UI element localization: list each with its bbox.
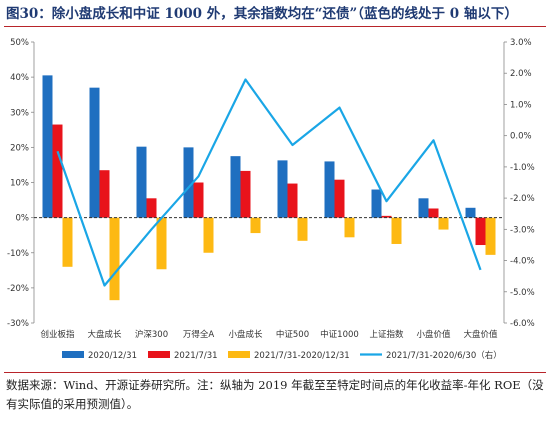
category-label: 万得全A	[183, 329, 215, 340]
legend-swatch-2	[148, 351, 170, 358]
left-tick-label: 50%	[10, 38, 29, 48]
bar-3-9	[438, 217, 449, 230]
right-tick-label: -6.0%	[510, 319, 535, 329]
category-label: 小盘成长	[228, 329, 263, 340]
bar-2-7	[334, 179, 345, 218]
bar-1-7	[324, 161, 335, 218]
bar-2-2	[99, 170, 110, 218]
category-label: 中证1000	[320, 329, 359, 340]
legend-label-2: 2021/7/31	[174, 351, 218, 361]
legend-label-3: 2021/7/31-2020/12/31	[254, 351, 350, 361]
left-tick-label: 30%	[10, 108, 29, 118]
right-tick-label: 3.0%	[510, 38, 532, 48]
left-tick-label: -20%	[7, 284, 29, 294]
category-label: 大盘成长	[87, 329, 122, 340]
legend-swatch-3	[228, 351, 250, 358]
bar-2-8	[381, 215, 392, 218]
bar-3-3	[156, 217, 167, 270]
bar-3-2	[109, 217, 120, 301]
bar-3-5	[250, 217, 261, 234]
right-tick-label: 0.0%	[510, 132, 532, 142]
bar-2-5	[240, 170, 251, 218]
right-tick-label: -2.0%	[510, 194, 535, 204]
category-label: 创业板指	[40, 329, 75, 340]
chart: -30% -20% -10% 0% 10% 20% 30% 40% 50% -6.0% -5.0% -…	[7, 38, 535, 361]
bar-1-2	[89, 87, 100, 218]
category-label: 上证指数	[369, 329, 404, 340]
right-tick-label: 1.0%	[510, 100, 532, 110]
right-tick-label: -5.0%	[510, 288, 535, 298]
left-tick-label: 0%	[16, 214, 30, 224]
right-tick-label: -3.0%	[510, 225, 535, 235]
left-tick-label: -10%	[7, 249, 29, 259]
right-tick-label: -1.0%	[510, 163, 535, 173]
bar-2-6	[287, 183, 298, 218]
bar-3-1	[62, 217, 73, 267]
right-tick-label: 2.0%	[510, 69, 532, 79]
line-series-1	[56, 78, 482, 287]
left-tick-label: 10%	[10, 179, 29, 189]
bar-1-5	[230, 156, 241, 218]
right-tick-label: -4.0%	[510, 257, 535, 267]
bar-2-1	[52, 124, 63, 218]
source-note: 数据来源：Wind、开源证券研究所。注：纵轴为 2019 年截至至特定时间点的年…	[6, 378, 544, 411]
bar-1-8	[371, 189, 382, 218]
category-label: 小盘价值	[416, 329, 451, 340]
left-tick-label: -30%	[7, 319, 29, 329]
bar-2-9	[428, 208, 439, 218]
bar-1-10	[465, 207, 476, 218]
bar-2-10	[475, 217, 486, 246]
footer-divider	[4, 372, 546, 373]
left-tick-label: 40%	[10, 73, 29, 83]
left-tick-label: 20%	[10, 143, 29, 153]
bar-3-8	[391, 217, 402, 244]
category-label: 大盘价值	[463, 329, 498, 340]
bar-3-4	[203, 217, 214, 253]
bar-1-4	[183, 147, 194, 218]
legend-label-4: 2021/7/31-2020/6/30（右）	[386, 350, 502, 361]
bar-3-7	[344, 217, 355, 238]
bar-1-9	[418, 198, 429, 218]
bar-1-1	[42, 75, 53, 218]
bar-2-3	[146, 198, 157, 218]
bar-2-4	[193, 182, 204, 218]
bar-1-6	[277, 160, 288, 218]
category-label: 中证500	[276, 329, 309, 340]
legend-swatch-1	[62, 351, 84, 358]
category-label: 沪深300	[135, 329, 168, 340]
bar-1-3	[136, 146, 147, 218]
bar-3-6	[297, 217, 308, 241]
title-divider	[4, 26, 546, 27]
chart-title: 图30：除小盘成长和中证 1000 外，其余指数均在“还债”（蓝色的线处于 0 …	[6, 6, 518, 22]
legend-label-1: 2020/12/31	[88, 351, 137, 361]
bar-3-10	[485, 217, 496, 255]
